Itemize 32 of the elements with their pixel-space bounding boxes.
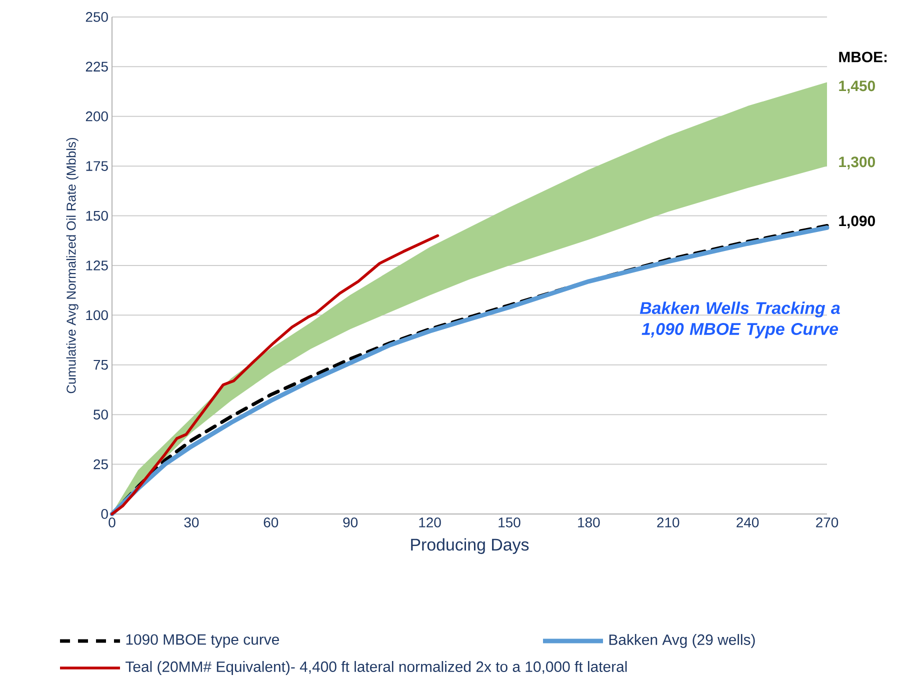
y-axis-title: Cumulative Avg Normalized Oil Rate (Mbbls) bbox=[66, 138, 78, 394]
x-tick-label: 30 bbox=[184, 517, 199, 528]
x-tick-label: 180 bbox=[578, 517, 600, 528]
x-tick-label: 150 bbox=[498, 517, 520, 528]
x-tick-label: 90 bbox=[343, 517, 358, 528]
y-tick-label: 225 bbox=[86, 62, 108, 72]
text: 1,090 bbox=[839, 216, 875, 228]
y-tick-label: 75 bbox=[94, 360, 108, 370]
y-tick-label: 0 bbox=[101, 509, 108, 519]
legend-label: Teal (20MM# Equivalent)- 4,400 ft lateral normalized 2x to a 10,000 ft lateral bbox=[126, 661, 627, 675]
y-tick-label: 125 bbox=[86, 260, 108, 270]
x-tick-label: 270 bbox=[816, 517, 838, 528]
annotation: Bakken Wells Tracking a 1,090 MBOE Type Curve bbox=[640, 302, 840, 338]
x-tick-label: 60 bbox=[264, 517, 278, 528]
text: 1,300 bbox=[839, 156, 875, 170]
legend-label: Bakken Avg (29 wells) bbox=[609, 634, 755, 648]
y-tick-label: 50 bbox=[94, 410, 108, 420]
y-tick-label: 175 bbox=[86, 161, 108, 171]
text: 1,450 bbox=[839, 80, 875, 94]
x-tick-label: 210 bbox=[657, 517, 680, 528]
text: MBOE: bbox=[839, 52, 887, 62]
legend-label: 1090 MBOE type curve bbox=[126, 634, 280, 648]
x-axis-title: Producing Days bbox=[411, 538, 529, 554]
x-tick-label: 240 bbox=[736, 517, 759, 528]
y-tick-label: 250 bbox=[86, 12, 108, 22]
y-tick-label: 200 bbox=[86, 111, 108, 122]
x-tick-label: 120 bbox=[419, 517, 441, 528]
y-tick-label: 25 bbox=[94, 459, 108, 470]
y-tick-label: 100 bbox=[86, 310, 108, 320]
line-series bbox=[110, 234, 440, 516]
y-tick-label: 150 bbox=[86, 210, 108, 221]
x-tick-label: 0 bbox=[108, 517, 116, 528]
